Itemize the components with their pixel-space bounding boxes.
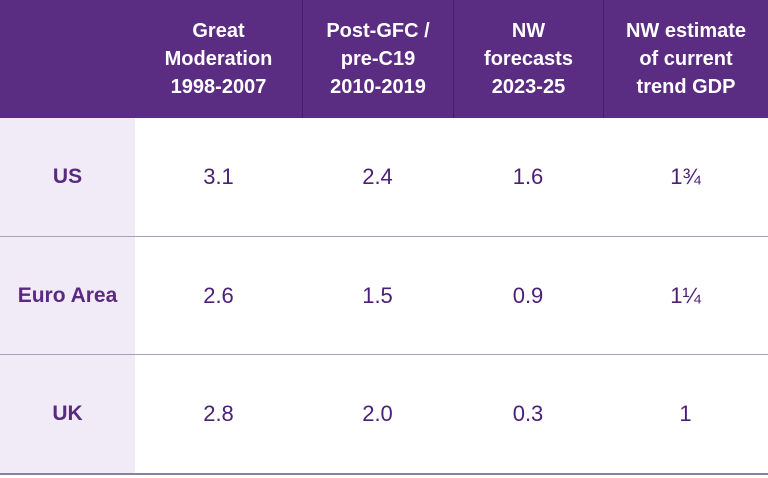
value-cell: 0.9 xyxy=(512,282,544,308)
value-cell: 0.3 xyxy=(512,401,544,427)
value-cell: 2.8 xyxy=(203,401,234,427)
value-cell: 3.1 xyxy=(203,163,234,189)
header-corner-cell xyxy=(0,0,135,118)
value-cell: 1¼ xyxy=(670,282,701,308)
value-cell: 1 xyxy=(679,401,692,427)
value-cell: 1¾ xyxy=(670,163,701,189)
header-nw-trend-estimate: NW estimate of current trend GDP xyxy=(603,0,768,118)
value-cell: 2.4 xyxy=(362,163,393,189)
header-nw-forecasts: NW forecasts 2023-25 xyxy=(453,0,603,118)
row-label: Euro Area xyxy=(0,236,135,355)
value-cell: 1.5 xyxy=(362,282,393,308)
value-cell: 2.0 xyxy=(362,401,393,427)
row-label: US xyxy=(0,118,135,236)
table-body: US 3.1 2.4 1.6 1¾ Euro Area 2.6 1.5 0.9 … xyxy=(0,118,768,474)
table-row-us: US 3.1 2.4 1.6 1¾ xyxy=(0,118,768,236)
table-header-row: Great Moderation 1998-2007 Post-GFC / pr… xyxy=(0,0,768,118)
row-label: UK xyxy=(0,355,135,474)
table-row-uk: UK 2.8 2.0 0.3 1 xyxy=(0,354,768,474)
header-great-moderation: Great Moderation 1998-2007 xyxy=(164,20,273,98)
header-post-gfc: Post-GFC / pre-C19 2010-2019 xyxy=(302,0,453,118)
value-cell: 1.6 xyxy=(512,163,544,189)
value-cell: 2.6 xyxy=(203,282,234,308)
table-row-euro-area: Euro Area 2.6 1.5 0.9 1¼ xyxy=(0,235,768,355)
